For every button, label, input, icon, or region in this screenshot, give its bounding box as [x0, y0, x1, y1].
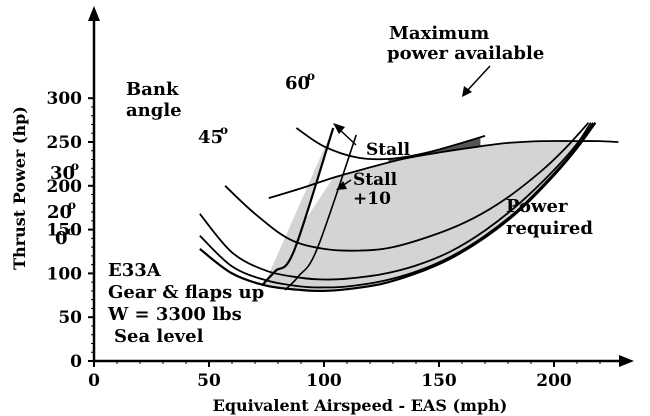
- stall-line: [261, 127, 335, 287]
- power-required-label-line2: required: [506, 218, 593, 239]
- bank-label-30-degree: o: [71, 159, 79, 173]
- max-power-label: Maximum power available: [387, 23, 544, 64]
- bank-label-20: 20 o: [47, 198, 76, 223]
- stall-arrowhead: [333, 123, 345, 134]
- bank-angle-line1: Bank: [126, 79, 179, 100]
- power-required-curve-30deg: [199, 122, 592, 281]
- bank-label-30-value: 30: [50, 163, 75, 184]
- aircraft-info-line1: E33A: [108, 260, 162, 281]
- bank-label-0: 0 o: [55, 224, 75, 249]
- x-tick-label-150: 150: [421, 371, 457, 391]
- stall-plus10-line: [284, 134, 357, 291]
- x-axis-arrow: [619, 355, 634, 367]
- x-tick-label-100: 100: [306, 371, 342, 391]
- x-tick-label-50: 50: [197, 371, 221, 391]
- bank-label-45-degree: o: [220, 123, 228, 137]
- power-required-curve-45deg: [224, 122, 590, 252]
- bank-label-60: 60 o: [285, 69, 315, 94]
- bank-label-0-value: 0: [55, 228, 68, 249]
- y-tick-label-50: 50: [58, 308, 82, 328]
- bank-label-30: 30 o: [50, 159, 79, 184]
- stall-plus10-arrowhead: [336, 181, 347, 190]
- bank-angle-label: Bank angle: [126, 79, 182, 121]
- bank-label-0-degree: o: [67, 224, 75, 238]
- y-axis-title: Thrust Power (hp): [10, 106, 29, 270]
- aircraft-info-line2: Gear & flaps up: [108, 282, 264, 303]
- x-axis-title: Equivalent Airspeed - EAS (mph): [213, 396, 508, 415]
- max-power-leader: [465, 65, 491, 93]
- max-power-label-line1: Maximum: [389, 23, 489, 44]
- x-tick-label-0: 0: [88, 371, 100, 391]
- bank-label-45: 45 o: [198, 123, 228, 148]
- x-tick-label-200: 200: [536, 371, 572, 391]
- stall-leader: [338, 128, 357, 146]
- max-power-arrowhead: [462, 86, 472, 97]
- bank-label-20-value: 20: [47, 202, 72, 223]
- power-required-curve-0deg: [199, 122, 597, 293]
- y-tick-label-200: 200: [47, 177, 83, 197]
- max-power-label-line2: power available: [387, 43, 544, 64]
- aircraft-info-line3: W = 3300 lbs: [107, 304, 242, 325]
- bank-label-45-value: 45: [198, 127, 223, 148]
- y-axis-arrow: [88, 6, 100, 21]
- y-tick-label-0: 0: [70, 352, 82, 372]
- stall-plus10-label-line2: +10: [353, 189, 391, 209]
- power-required-curve-20deg: [199, 122, 594, 289]
- axes: [88, 6, 634, 367]
- y-tick-label-100: 100: [47, 264, 83, 284]
- y-tick-label-300: 300: [47, 89, 83, 109]
- stall-plus10-label-line1: Stall: [353, 170, 398, 190]
- stall-label: Stall: [366, 140, 411, 160]
- aircraft-info-line4: Sea level: [114, 326, 204, 347]
- power-required-label-line1: Power: [506, 196, 568, 217]
- power-available-curve: [268, 140, 619, 199]
- y-tick-label-150: 150: [47, 221, 83, 241]
- power-required-curve-60deg: [295, 127, 486, 161]
- bank-angle-line2: angle: [126, 100, 182, 121]
- bank-label-60-value: 60: [285, 73, 310, 94]
- bank-label-60-degree: o: [307, 69, 315, 83]
- y-tick-label-250: 250: [47, 133, 83, 153]
- bank-label-20-degree: o: [68, 198, 76, 212]
- aircraft-info: E33A Gear & flaps up W = 3300 lbs Sea le…: [107, 260, 264, 347]
